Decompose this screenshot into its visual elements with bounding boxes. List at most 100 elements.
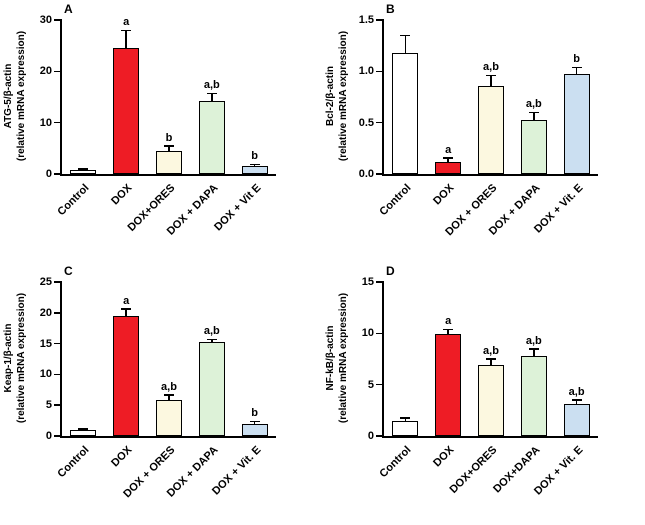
panel-a-plot: 0 10 20 30 Control a DOX b DOX+ORES a,b DOX + DAPA… (40, 14, 276, 238)
error-bar-line (168, 145, 170, 151)
error-bar-line (404, 417, 407, 421)
error-bar-cap (486, 358, 496, 360)
x-axis-category-label: DOX + Vit E (211, 182, 264, 234)
error-bar-line (533, 112, 535, 120)
y-axis-tick-label: 15 (39, 337, 52, 350)
x-axis-category-label: DOX + Vit. E (531, 444, 586, 498)
error-bar-cap (443, 328, 454, 331)
y-axis-tick-label: 15 (361, 276, 374, 288)
error-bar-cap (400, 34, 411, 37)
bar-DOX (435, 161, 462, 174)
y-axis-tick (376, 19, 384, 21)
y-axis-tick (376, 281, 384, 283)
y-axis-tick (54, 121, 62, 124)
error-bar-cap (164, 145, 174, 147)
x-axis-category-label: DOX + DAPA (164, 182, 221, 238)
significance-label: a,b (483, 61, 499, 74)
y-axis-tick-label: 25 (39, 276, 52, 288)
significance-label: b (251, 150, 258, 163)
y-axis-tick-label: 30 (39, 14, 52, 26)
y-axis-tick (376, 173, 384, 175)
bar-DOX+ORES (478, 365, 504, 436)
y-axis-tick (376, 70, 384, 73)
bar-DOX + DAPA (198, 101, 225, 174)
error-bar-line (168, 394, 170, 400)
error-bar-line (533, 348, 535, 356)
bar-DOX + DAPA (520, 119, 547, 174)
error-bar-line (211, 93, 213, 102)
y-axis-tick-label: 20 (39, 65, 52, 78)
x-axis-category-label: DOX + DAPA (486, 182, 543, 238)
panel-c-plot: 0 5 10 15 20 25 Control a DOX a,b DOX + ORES a,b DOX… (40, 276, 276, 500)
error-bar-cap (121, 307, 132, 310)
error-bar-cap (571, 66, 582, 69)
x-axis-category-label: DOX (431, 444, 457, 470)
y-axis-tick (376, 435, 384, 437)
y-axis-tick-label: 1.0 (358, 65, 374, 78)
bar-DOX + Vit. E (563, 74, 590, 174)
panel-d-y-axis-label: NF-kB/β-actin (relative mRNA expression) (325, 292, 349, 424)
y-axis-tick-label: 1.5 (358, 14, 374, 26)
panel-d: D NF-kB/β-actin (relative mRNA expressio… (322, 262, 645, 525)
error-bar-cap (78, 168, 89, 170)
bar-DOX + Vit. E (563, 404, 590, 436)
panel-c-y-axis-label: Keap-1/β-actin (relative mRNA expression… (3, 292, 27, 424)
significance-label: a,b (483, 345, 499, 357)
panel-a-letter: A (64, 2, 73, 16)
y-axis-tick (54, 404, 62, 406)
significance-label: a,b (203, 79, 220, 92)
panel-c-letter: C (64, 264, 73, 278)
y-axis-tick (54, 312, 62, 314)
x-axis-category-label: DOX + Vit. E (209, 444, 264, 498)
error-bar-line (211, 339, 213, 343)
y-axis-tick (54, 373, 62, 376)
panel-a-y-axis-label: ATG-5/β-actin (relative mRNA expression) (3, 30, 27, 162)
y-axis-tick-label: 5 (45, 399, 52, 412)
bar-DOX (113, 315, 140, 436)
error-bar-line (404, 35, 407, 53)
panel-b-y-axis-label: Bcl-2/β-actin (relative mRNA expression) (325, 30, 349, 162)
bar-DOX + ORES (478, 85, 504, 174)
error-bar-line (447, 329, 449, 335)
y-axis-tick-label: 0.0 (358, 168, 374, 180)
x-axis-category-label: DOX+ORES (447, 444, 500, 496)
error-bar-cap (249, 420, 260, 423)
bar-Control (70, 429, 97, 436)
y-axis-tick-label: 10 (39, 368, 52, 381)
bar-DOX (435, 334, 462, 436)
significance-label: b (165, 131, 173, 144)
y-axis-tick (376, 121, 384, 124)
bar-DOX + ORES (156, 399, 182, 436)
significance-label: a (445, 315, 452, 328)
y-axis-tick (376, 383, 384, 386)
bar-DOX (113, 48, 140, 174)
significance-label: a,b (525, 334, 542, 347)
significance-label: a,b (568, 386, 585, 399)
error-bar-cap (206, 338, 217, 341)
y-axis-tick-label: 10 (361, 327, 374, 340)
bar-DOX + Vit E (241, 166, 268, 174)
panel-d-plot: 0 5 10 15 Control a DOX a,b DOX+ORES a,b DOX+DAPA a… (362, 276, 598, 498)
y-axis-tick (54, 435, 62, 437)
x-axis-category-label: DOX (431, 182, 457, 208)
y-axis-tick-label: 0 (45, 168, 52, 180)
y-axis-tick-label: 20 (39, 306, 52, 319)
significance-label: a (123, 294, 130, 307)
significance-label: a,b (161, 380, 177, 393)
error-bar-cap (78, 428, 89, 430)
y-axis-tick-label: 0 (367, 430, 374, 442)
error-bar-cap (571, 399, 582, 402)
significance-label: b (251, 407, 258, 420)
bar-Control (392, 52, 419, 174)
significance-label: b (573, 53, 580, 66)
error-bar-line (490, 359, 492, 366)
panel-b-plot: 0.0 0.5 1.0 1.5 Control a DOX a,b DOX + ORES a,b D… (359, 14, 598, 238)
panel-a: A ATG-5/β-actin (relative mRNA expressio… (0, 0, 322, 262)
y-axis-tick-label: 5 (367, 378, 374, 391)
x-axis-category-label: DOX + DAPA (164, 444, 221, 500)
bar-DOX+DAPA (520, 355, 547, 436)
error-bar-cap (121, 29, 132, 32)
error-bar-line (125, 308, 127, 316)
bar-DOX + DAPA (198, 342, 225, 436)
